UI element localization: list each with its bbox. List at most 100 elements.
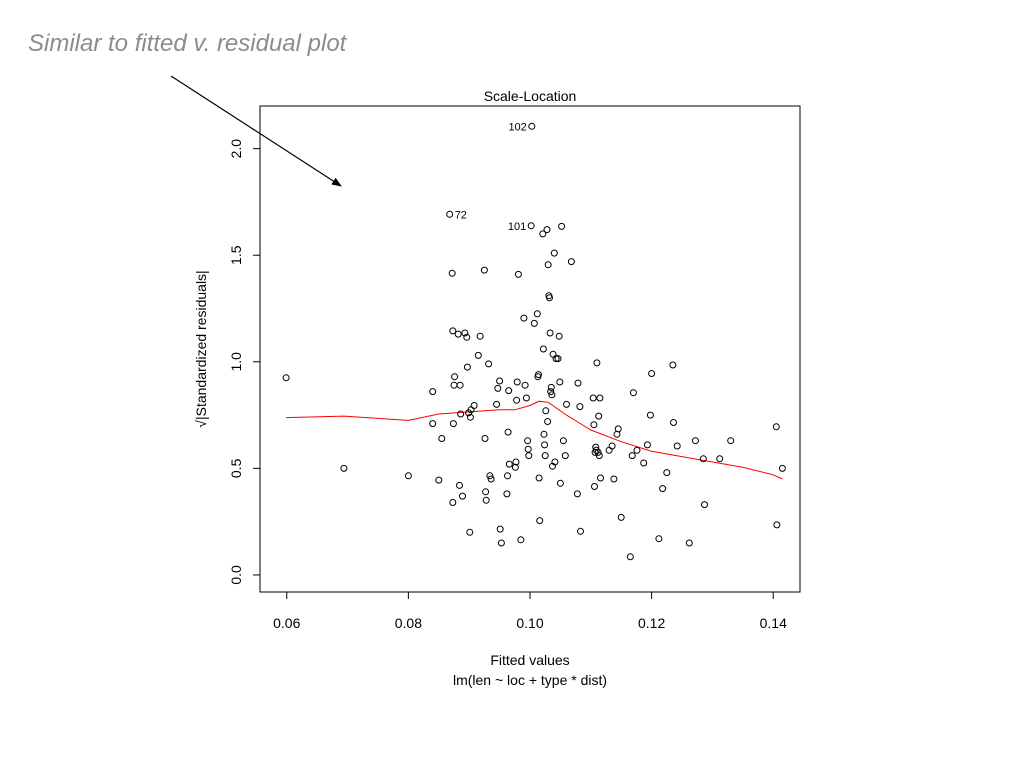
data-point <box>524 445 532 453</box>
data-point <box>461 329 469 337</box>
data-point <box>435 476 443 484</box>
data-point <box>669 361 677 369</box>
data-point <box>659 485 667 493</box>
y-axis: 0.0 0.5 1.0 1.5 2.0 <box>228 139 261 585</box>
x-tick-label: 0.14 <box>760 615 787 631</box>
data-point <box>629 389 637 397</box>
data-point <box>551 458 559 466</box>
data-point <box>535 474 543 482</box>
data-point <box>512 458 520 466</box>
chart-title: Scale-Location <box>484 88 577 104</box>
data-point <box>513 396 521 404</box>
data-point <box>536 517 544 525</box>
data-point <box>633 446 641 454</box>
data-point <box>449 420 457 428</box>
data-point <box>640 459 648 467</box>
data-point <box>505 460 513 468</box>
data-point <box>481 435 489 442</box>
point-label: 101 <box>508 221 526 233</box>
data-point <box>716 455 724 463</box>
data-point <box>563 400 570 408</box>
data-point <box>701 501 708 509</box>
data-point <box>513 378 521 386</box>
data-point <box>524 437 532 445</box>
data-point <box>685 539 693 547</box>
data-point <box>590 421 598 429</box>
data-point <box>543 226 551 234</box>
y-tick-label: 2.0 <box>228 139 244 159</box>
data-point <box>541 452 549 460</box>
data-point <box>670 419 677 426</box>
data-point <box>577 527 584 535</box>
data-point <box>505 387 513 395</box>
data-point <box>521 381 529 389</box>
data-point <box>547 388 555 396</box>
data-point <box>486 472 494 480</box>
data-point <box>561 452 569 460</box>
data-point <box>592 446 600 454</box>
data-point <box>556 378 564 386</box>
data-point <box>539 230 547 238</box>
data-point <box>449 499 457 506</box>
data-point <box>470 402 478 409</box>
data-point <box>595 452 603 460</box>
point-label: 102 <box>508 121 526 133</box>
smooth-line-group <box>286 400 783 480</box>
data-point <box>773 521 781 529</box>
data-point <box>449 327 457 335</box>
x-axis-label: Fitted values <box>490 652 569 668</box>
data-point <box>482 496 490 504</box>
y-axis-label: √|Standardized residuals| <box>193 270 209 427</box>
data-point <box>663 469 671 477</box>
data-point <box>540 430 548 438</box>
data-point <box>541 441 549 449</box>
data-point <box>772 423 780 431</box>
data-point <box>591 483 598 490</box>
data-point <box>528 122 536 130</box>
data-point <box>522 394 530 402</box>
data-point <box>648 370 656 377</box>
data-point <box>438 435 446 442</box>
data-point <box>340 464 348 472</box>
data-point <box>595 412 603 420</box>
data-point <box>655 535 663 543</box>
data-point <box>446 210 454 218</box>
data-point <box>511 463 519 471</box>
data-point <box>448 269 456 277</box>
data-point <box>504 472 511 480</box>
data-point <box>496 525 504 533</box>
data-point <box>550 249 558 257</box>
plot-frame <box>259 105 801 593</box>
y-tick-label: 0.5 <box>228 458 244 478</box>
data-point <box>451 373 459 381</box>
data-point <box>608 442 616 450</box>
data-point <box>546 294 553 302</box>
data-point <box>496 377 504 385</box>
x-tick-label: 0.08 <box>395 615 422 631</box>
data-point <box>593 359 601 367</box>
data-point <box>476 332 484 340</box>
smooth-line <box>286 400 783 480</box>
data-point <box>482 488 490 496</box>
x-tick-label: 0.06 <box>273 615 300 631</box>
data-point <box>457 410 465 418</box>
data-point <box>459 492 466 500</box>
data-point <box>404 472 412 480</box>
data-point <box>474 351 482 359</box>
data-point <box>494 384 502 392</box>
data-point <box>520 314 528 322</box>
data-point <box>555 332 563 340</box>
x-axis-sublabel: lm(len ~ loc + type * dist) <box>453 672 607 688</box>
data-point <box>596 394 604 402</box>
data-point <box>548 391 556 399</box>
data-point <box>576 403 584 411</box>
data-point <box>547 383 555 391</box>
data-point <box>549 350 557 358</box>
data-point <box>456 481 463 489</box>
data-point <box>628 452 636 460</box>
data-point <box>450 381 458 389</box>
data-point <box>485 360 493 368</box>
data-point <box>504 428 512 436</box>
data-point <box>673 442 681 450</box>
